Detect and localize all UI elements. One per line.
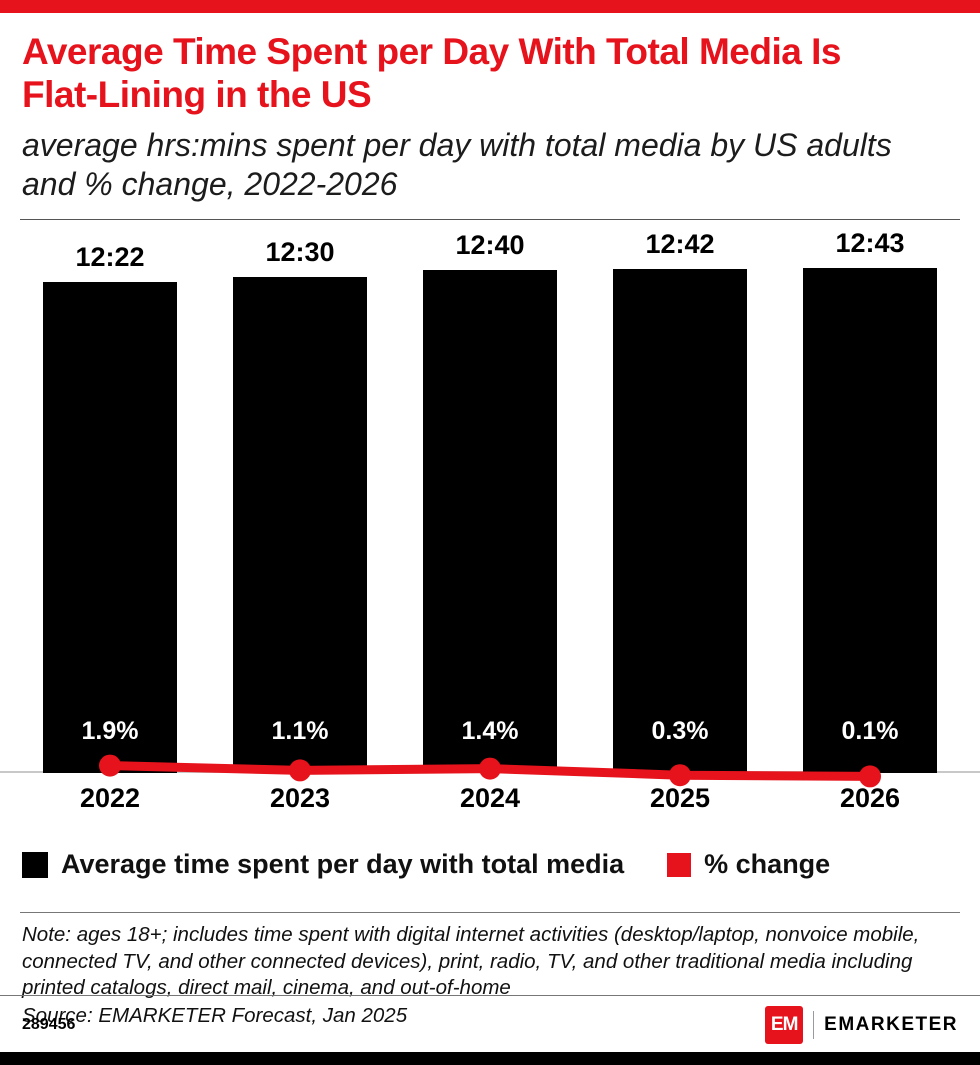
- chart-column-2024: 12:40 1.4%: [410, 228, 570, 774]
- x-axis-labels: 2022 2023 2024 2025 2026: [0, 779, 980, 823]
- legend: Average time spent per day with total me…: [0, 849, 980, 880]
- header-divider: [20, 219, 960, 221]
- bar-2025: [613, 269, 747, 774]
- year-label: 2024: [459, 783, 521, 814]
- note-block: Note: ages 18+; includes time spent with…: [0, 913, 975, 1030]
- year-label: 2026: [839, 783, 901, 814]
- bar-2023: [233, 277, 367, 774]
- bar-value-label: 12:30: [265, 237, 335, 268]
- legend-swatch-bars: [22, 851, 48, 878]
- chart-column-2022: 12:22 1.9%: [30, 228, 190, 774]
- brand-lockup: EM EMARKETER: [765, 1006, 958, 1044]
- chart-column-2023: 12:30 1.1%: [220, 228, 380, 774]
- legend-swatch-line: [667, 852, 692, 877]
- bar-value-label: 12:40: [455, 230, 525, 261]
- emarketer-logo-icon: EM: [765, 1006, 804, 1044]
- year-label: 2023: [269, 783, 331, 814]
- legend-label-line: % change: [704, 849, 831, 880]
- pct-change-label: 1.4%: [461, 717, 519, 746]
- chart-column-2026: 12:43 0.1%: [790, 228, 950, 774]
- year-label: 2025: [649, 783, 711, 814]
- pct-change-label: 1.9%: [81, 717, 139, 746]
- page-subtitle: average hrs:mins spent per day with tota…: [22, 126, 892, 203]
- page-title: Average Time Spent per Day With Total Me…: [22, 31, 841, 115]
- bar-2026: [803, 268, 937, 774]
- year-label: 2022: [79, 783, 141, 814]
- chart-column-2025: 12:42 0.3%: [600, 228, 760, 774]
- bar-line-chart: 12:22 1.9% 12:30 1.1% 12:40 1.4% 12:42 0.3% 12:4…: [0, 228, 980, 823]
- top-accent-bar: [0, 0, 980, 13]
- plot-area: 12:22 1.9% 12:30 1.1% 12:40 1.4% 12:42 0.3% 12:4…: [0, 228, 980, 774]
- pct-change-label: 1.1%: [271, 717, 329, 746]
- note-text: Note: ages 18+; includes time spent with…: [22, 923, 920, 1000]
- source-text: Source: EMARKETER Forecast, Jan 2025: [22, 1004, 408, 1028]
- bottom-accent-bar: [0, 1052, 980, 1065]
- footer: 289456 EM EMARKETER: [0, 995, 980, 1052]
- brand-name: EMARKETER: [824, 1014, 958, 1035]
- bar-2022: [43, 282, 177, 774]
- bar-value-label: 12:22: [75, 242, 145, 273]
- chart-id: 289456: [22, 1016, 76, 1033]
- bar-2024: [423, 270, 557, 774]
- bar-value-label: 12:42: [645, 229, 715, 260]
- pct-change-label: 0.1%: [841, 717, 899, 746]
- header: Average Time Spent per Day With Total Me…: [0, 13, 980, 205]
- note-divider: [20, 912, 960, 914]
- bar-value-label: 12:43: [835, 228, 905, 259]
- pct-change-label: 0.3%: [651, 717, 709, 746]
- legend-label-bars: Average time spent per day with total me…: [61, 849, 625, 880]
- logo-divider: [813, 1011, 815, 1039]
